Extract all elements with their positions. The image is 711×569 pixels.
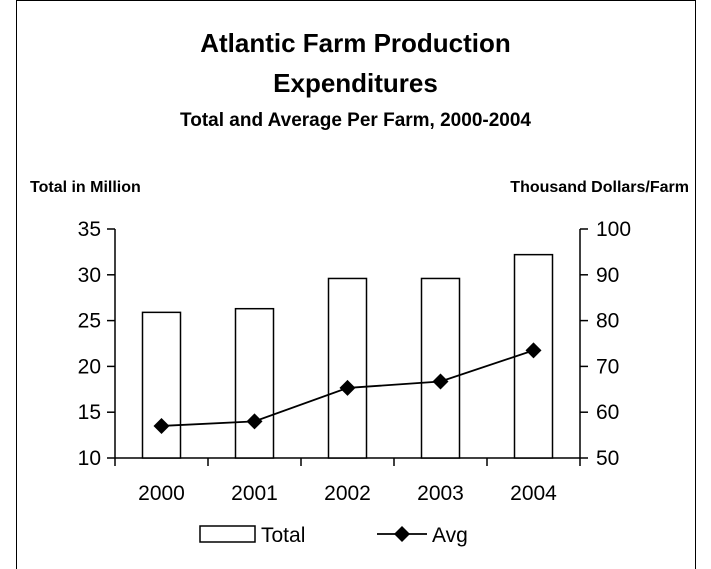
x-tick-label: 2002 — [324, 482, 371, 505]
right-tick-label: 50 — [596, 447, 619, 470]
point-avg — [432, 373, 449, 390]
legend-label-total: Total — [261, 524, 305, 547]
right-tick-label: 70 — [596, 355, 619, 378]
right-tick-label: 100 — [596, 218, 631, 241]
point-avg — [525, 342, 542, 359]
left-tick-label: 15 — [78, 401, 101, 424]
right-tick-label: 80 — [596, 310, 619, 333]
chart-subtitle: Total and Average Per Farm, 2000-2004 — [180, 110, 531, 131]
x-tick-label: 2003 — [417, 482, 464, 505]
bar-total — [141, 311, 182, 459]
left-tick-label: 35 — [78, 218, 101, 241]
left-axis-label: Total in Million — [30, 179, 141, 196]
bar-total — [234, 307, 275, 459]
legend-swatch-avg-marker — [394, 526, 410, 542]
right-axis-label: Thousand Dollars/Farm — [510, 179, 689, 196]
legend-label-avg: Avg — [432, 524, 468, 547]
x-tick-label: 2001 — [231, 482, 278, 505]
bar-total — [327, 277, 368, 459]
point-avg — [153, 417, 170, 434]
chart-frame — [16, 0, 696, 569]
right-tick-label: 60 — [596, 401, 619, 424]
point-avg — [246, 413, 263, 430]
chart-title: Atlantic Farm Production — [200, 28, 511, 58]
left-tick-label: 30 — [78, 264, 101, 287]
x-tick-label: 2000 — [138, 482, 185, 505]
left-tick-label: 10 — [78, 447, 101, 470]
right-tick-label: 90 — [596, 264, 619, 287]
point-avg — [339, 379, 356, 396]
left-tick-label: 20 — [78, 355, 101, 378]
bar-total — [420, 277, 461, 459]
x-tick-label: 2004 — [510, 482, 557, 505]
legend-swatch-total — [199, 525, 256, 543]
left-tick-label: 25 — [78, 310, 101, 333]
chart-title-line-2: Expenditures — [273, 68, 438, 98]
